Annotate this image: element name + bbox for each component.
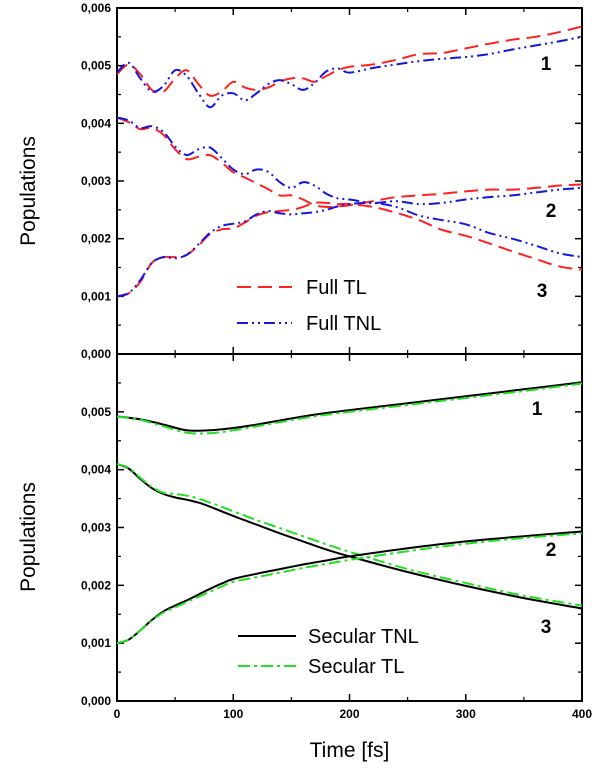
y-tick-label: 0,006 bbox=[81, 1, 111, 15]
curve-label-2: 2 bbox=[546, 201, 557, 222]
y-tick-label: 0,005 bbox=[81, 59, 111, 73]
series-line-secular-tl-curve-2 bbox=[116, 462, 583, 607]
series-line-full-tnl-curve-2 bbox=[116, 116, 583, 206]
legend: Secular TNL Secular TL bbox=[238, 626, 419, 678]
panel-top: 0,000 0,001 0,002 0,003 0,004 0,005 0,006 1 2 3 Fu… bbox=[17, 1, 583, 361]
series-line-secular-tnl-curve-2 bbox=[116, 462, 583, 610]
x-tick-label: 300 bbox=[456, 707, 476, 721]
y-tick-label: 0,003 bbox=[81, 521, 111, 535]
x-tick-label: 100 bbox=[223, 707, 243, 721]
series-line-secular-tnl-curve-1 bbox=[116, 381, 583, 432]
curve-label-2: 2 bbox=[546, 540, 557, 561]
plot-frame bbox=[116, 7, 583, 355]
y-tick-label: 0,000 bbox=[81, 694, 111, 708]
series-line-full-tl-curve-2 bbox=[116, 116, 583, 208]
series-line-full-tnl-curve-3 bbox=[116, 201, 583, 298]
x-tick-label: 200 bbox=[339, 707, 359, 721]
series-line-full-tnl-curve-1 bbox=[116, 35, 583, 109]
curve-label-3: 3 bbox=[541, 617, 552, 638]
series-line-secular-tl-curve-3 bbox=[116, 532, 583, 645]
x-tick-label: 400 bbox=[572, 707, 592, 721]
legend-label: Full TNL bbox=[306, 313, 381, 335]
y-axis-title: Populations bbox=[17, 136, 40, 246]
y-tick-label: 0,002 bbox=[81, 232, 111, 246]
legend-label: Full TL bbox=[306, 277, 367, 299]
panel-bottom: 0,000 0,001 0,002 0,003 0,004 0,005 0 100 200 300… bbox=[17, 353, 592, 762]
y-tick-label: 0,001 bbox=[81, 636, 111, 650]
series-line-full-tl-curve-1 bbox=[116, 25, 583, 97]
y-tick-label: 0,002 bbox=[81, 578, 111, 592]
series-line-full-tl-curve-3 bbox=[116, 201, 583, 298]
legend: Full TL Full TNL bbox=[237, 277, 381, 335]
legend-label: Secular TNL bbox=[308, 626, 419, 648]
curve-label-1: 1 bbox=[532, 399, 543, 420]
y-tick-label: 0,004 bbox=[81, 116, 111, 130]
y-tick-label: 0,003 bbox=[81, 174, 111, 188]
y-tick-label: 0,005 bbox=[81, 405, 111, 419]
x-axis-title: Time [fs] bbox=[310, 739, 390, 762]
x-tick-label: 0 bbox=[114, 707, 121, 721]
y-axis-title: Populations bbox=[17, 482, 40, 592]
y-tick-label: 0,004 bbox=[81, 463, 111, 477]
y-tick-label: 0,000 bbox=[81, 347, 111, 361]
y-tick-label: 0,001 bbox=[81, 289, 111, 303]
plot-frame bbox=[116, 353, 583, 702]
curve-label-1: 1 bbox=[541, 54, 552, 75]
series-line-secular-tnl-curve-3 bbox=[116, 530, 583, 645]
series-line-secular-tl-curve-1 bbox=[116, 382, 583, 435]
curve-label-3: 3 bbox=[537, 281, 548, 302]
legend-label: Secular TL bbox=[308, 656, 404, 678]
